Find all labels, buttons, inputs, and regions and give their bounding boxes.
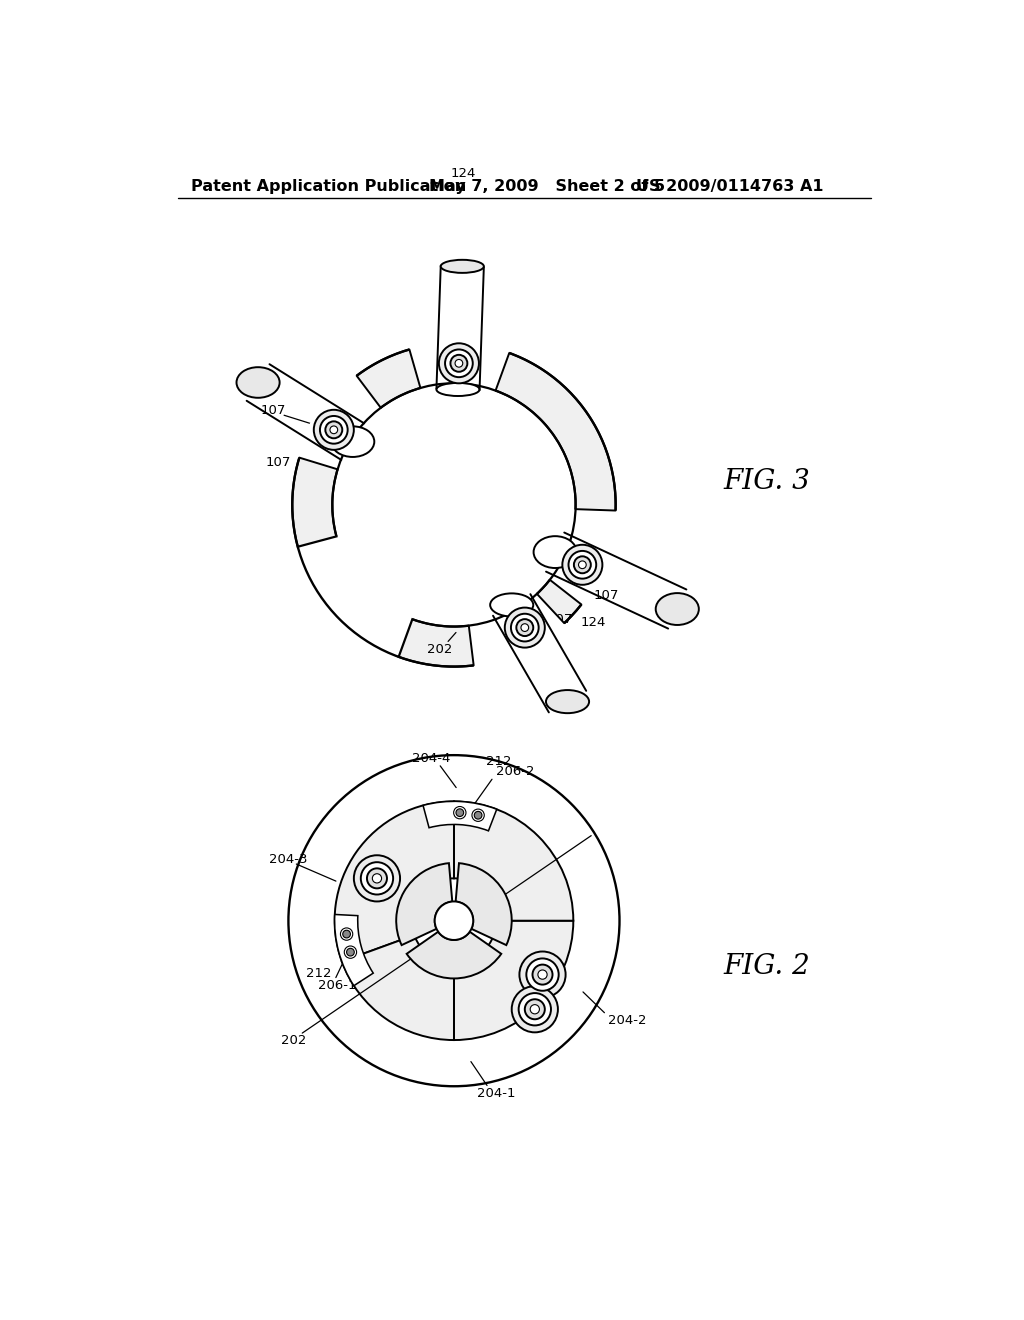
Circle shape: [526, 958, 559, 991]
Circle shape: [521, 624, 528, 631]
Text: 208: 208: [478, 899, 504, 912]
Circle shape: [373, 874, 382, 883]
Text: 204-1: 204-1: [477, 1088, 515, 1101]
Circle shape: [354, 855, 400, 902]
Wedge shape: [335, 915, 373, 986]
Circle shape: [511, 614, 539, 642]
Text: 206-1: 206-1: [317, 979, 356, 991]
Text: 204-4: 204-4: [412, 752, 450, 766]
Circle shape: [367, 869, 387, 888]
Text: May 7, 2009   Sheet 2 of 5: May 7, 2009 Sheet 2 of 5: [429, 180, 666, 194]
Circle shape: [568, 550, 596, 578]
Circle shape: [346, 948, 354, 956]
Ellipse shape: [440, 260, 484, 273]
Ellipse shape: [655, 593, 698, 624]
Circle shape: [519, 952, 565, 998]
Wedge shape: [342, 935, 454, 1040]
Wedge shape: [454, 921, 573, 1040]
Text: Patent Application Publication: Patent Application Publication: [190, 180, 466, 194]
Circle shape: [524, 999, 545, 1019]
Text: 208: 208: [444, 957, 470, 970]
Text: 202: 202: [427, 643, 453, 656]
Ellipse shape: [331, 426, 375, 457]
Polygon shape: [468, 591, 567, 669]
Text: 107: 107: [265, 455, 291, 469]
Text: 208: 208: [412, 899, 436, 912]
Text: 204-3: 204-3: [269, 853, 307, 866]
Text: 212: 212: [486, 755, 511, 768]
Text: US 2009/0114763 A1: US 2009/0114763 A1: [636, 180, 823, 194]
Circle shape: [319, 416, 348, 444]
Text: FIG. 3: FIG. 3: [724, 469, 810, 495]
Polygon shape: [292, 343, 615, 667]
Text: FIG. 2: FIG. 2: [724, 953, 810, 981]
Text: 107: 107: [261, 404, 286, 417]
Polygon shape: [409, 339, 511, 395]
Circle shape: [445, 350, 473, 378]
Wedge shape: [456, 863, 512, 945]
Circle shape: [579, 561, 586, 569]
Wedge shape: [407, 932, 502, 978]
Circle shape: [435, 902, 473, 940]
Circle shape: [505, 607, 545, 648]
Polygon shape: [296, 372, 383, 470]
Text: 107: 107: [548, 614, 573, 627]
Circle shape: [313, 409, 354, 450]
Wedge shape: [454, 801, 573, 921]
Circle shape: [532, 965, 553, 985]
Circle shape: [330, 426, 338, 434]
Circle shape: [573, 556, 591, 573]
Circle shape: [326, 421, 342, 438]
Text: 206-2: 206-2: [496, 766, 535, 777]
Wedge shape: [396, 863, 453, 945]
Circle shape: [518, 993, 551, 1026]
Circle shape: [530, 1005, 540, 1014]
Ellipse shape: [534, 536, 577, 568]
Circle shape: [455, 359, 463, 367]
Circle shape: [474, 812, 482, 820]
Ellipse shape: [546, 690, 589, 713]
Text: 202: 202: [281, 1034, 306, 1047]
Text: 107: 107: [594, 589, 620, 602]
Circle shape: [456, 809, 464, 817]
Ellipse shape: [237, 367, 280, 397]
Text: 212: 212: [306, 968, 332, 981]
Text: 204-2: 204-2: [608, 1014, 646, 1027]
Circle shape: [512, 986, 558, 1032]
Ellipse shape: [436, 383, 479, 396]
Circle shape: [360, 862, 393, 895]
Ellipse shape: [490, 594, 534, 616]
Circle shape: [343, 931, 350, 939]
Polygon shape: [547, 510, 620, 607]
Circle shape: [439, 343, 479, 383]
Circle shape: [562, 545, 602, 585]
Circle shape: [538, 970, 547, 979]
Wedge shape: [423, 801, 497, 830]
Text: 124: 124: [581, 615, 606, 628]
Circle shape: [451, 355, 467, 372]
Wedge shape: [335, 801, 454, 961]
Circle shape: [516, 619, 534, 636]
Text: 124: 124: [451, 168, 476, 181]
